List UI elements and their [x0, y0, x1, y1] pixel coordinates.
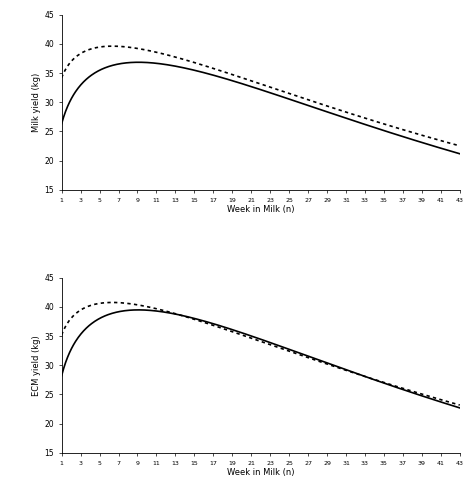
Y-axis label: ECM yield (kg): ECM yield (kg)	[32, 335, 41, 395]
X-axis label: Week in Milk (n): Week in Milk (n)	[227, 206, 294, 214]
Y-axis label: Milk yield (kg): Milk yield (kg)	[32, 73, 41, 132]
X-axis label: Week in Milk (n): Week in Milk (n)	[227, 468, 294, 477]
